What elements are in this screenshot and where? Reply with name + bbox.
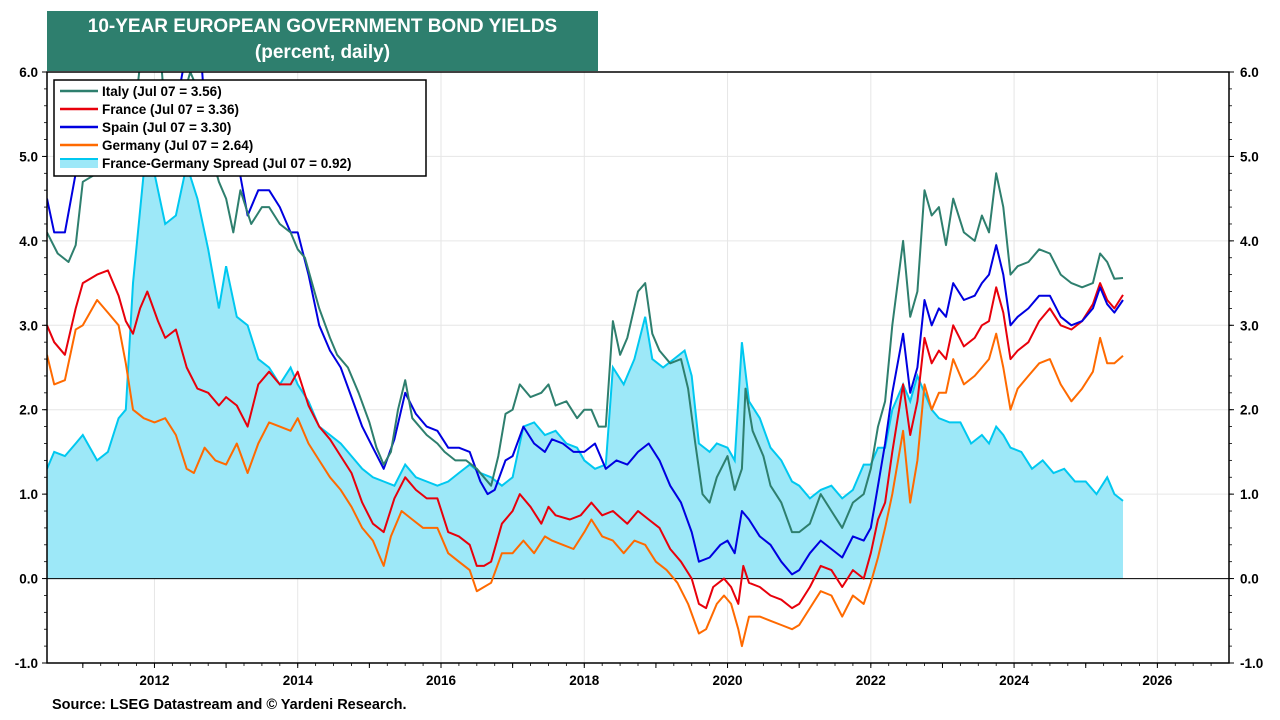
- y-tick-label-left: 3.0: [19, 318, 38, 333]
- x-tick-label: 2012: [139, 673, 169, 688]
- source-note: Source: LSEG Datastream and © Yardeni Re…: [52, 697, 407, 713]
- legend-item-italy: Italy (Jul 07 = 3.56): [102, 84, 222, 99]
- x-tick-label: 2018: [569, 673, 600, 688]
- series-line-germany: [47, 299, 1124, 648]
- legend-item-france: France (Jul 07 = 3.36): [102, 102, 239, 117]
- series-line-italy: [47, 72, 1124, 534]
- y-tick-label-left: 1.0: [19, 487, 38, 502]
- y-tick-label-right: 3.0: [1240, 318, 1259, 333]
- series-line-spread: [47, 153, 1124, 502]
- legend-item-spread: France-Germany Spread (Jul 07 = 0.92): [102, 156, 352, 171]
- legend: Italy (Jul 07 = 3.56) France (Jul 07 = 3.…: [53, 79, 427, 177]
- legend-item-germany: Germany (Jul 07 = 2.64): [102, 138, 253, 153]
- y-tick-label-right: -1.0: [1240, 656, 1263, 671]
- y-tick-label-left: 4.0: [19, 234, 38, 249]
- series-line-france: [47, 269, 1124, 610]
- x-tick-label: 2026: [1142, 673, 1173, 688]
- x-tick-label: 2022: [856, 673, 886, 688]
- series-line-spain: [47, 72, 1124, 576]
- x-tick-label: 2020: [713, 673, 743, 688]
- chart-title: 10-YEAR EUROPEAN GOVERNMENT BOND YIELDS: [87, 16, 558, 37]
- y-tick-label-left: -1.0: [15, 656, 38, 671]
- chart-title-box: 10-YEAR EUROPEAN GOVERNMENT BOND YIELDS …: [47, 11, 598, 71]
- legend-swatch-area: [60, 159, 98, 168]
- y-tick-label-left: 2.0: [19, 403, 38, 418]
- y-tick-label-right: 0.0: [1240, 572, 1259, 587]
- y-tick-label-right: 2.0: [1240, 403, 1259, 418]
- x-tick-label: 2016: [426, 673, 457, 688]
- plot-area: [47, 72, 1229, 648]
- y-tick-label-left: 6.0: [19, 65, 38, 80]
- legend-box: [53, 79, 427, 177]
- y-tick-label-right: 5.0: [1240, 149, 1259, 164]
- y-tick-label-left: 5.0: [19, 149, 38, 164]
- y-tick-label-right: 1.0: [1240, 487, 1259, 502]
- spread-area: [47, 156, 1123, 579]
- chart-subtitle: (percent, daily): [254, 42, 391, 63]
- x-tick-label: 2024: [999, 673, 1030, 688]
- y-tick-label-right: 4.0: [1240, 234, 1259, 249]
- y-tick-label-left: 0.0: [19, 572, 38, 587]
- y-tick-label-right: 6.0: [1240, 65, 1259, 80]
- legend-item-spain: Spain (Jul 07 = 3.30): [102, 120, 231, 135]
- x-tick-label: 2014: [283, 673, 314, 688]
